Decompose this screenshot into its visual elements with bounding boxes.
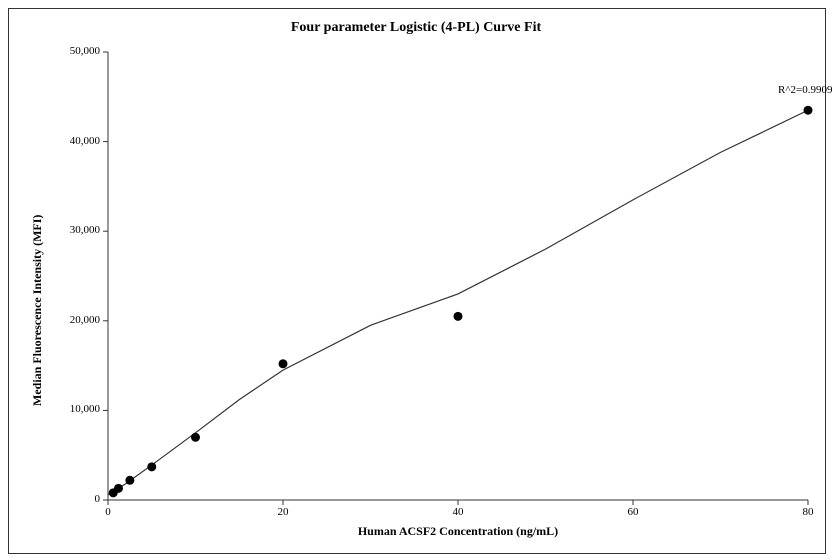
y-tick-label: 50,000 bbox=[70, 45, 100, 57]
x-tick-label: 0 bbox=[105, 506, 111, 518]
chart-container: Four parameter Logistic (4-PL) Curve Fit… bbox=[0, 0, 832, 560]
x-tick-label: 60 bbox=[628, 506, 639, 518]
y-tick-label: 10,000 bbox=[70, 403, 100, 415]
x-tick-label: 40 bbox=[453, 506, 464, 518]
y-tick-label: 20,000 bbox=[70, 314, 100, 326]
x-tick-label: 20 bbox=[278, 506, 289, 518]
x-tick-label: 80 bbox=[803, 506, 814, 518]
y-tick-label: 30,000 bbox=[70, 224, 100, 236]
y-tick-label: 0 bbox=[95, 493, 101, 505]
plot-svg bbox=[0, 0, 832, 560]
y-tick-label: 40,000 bbox=[70, 135, 100, 147]
